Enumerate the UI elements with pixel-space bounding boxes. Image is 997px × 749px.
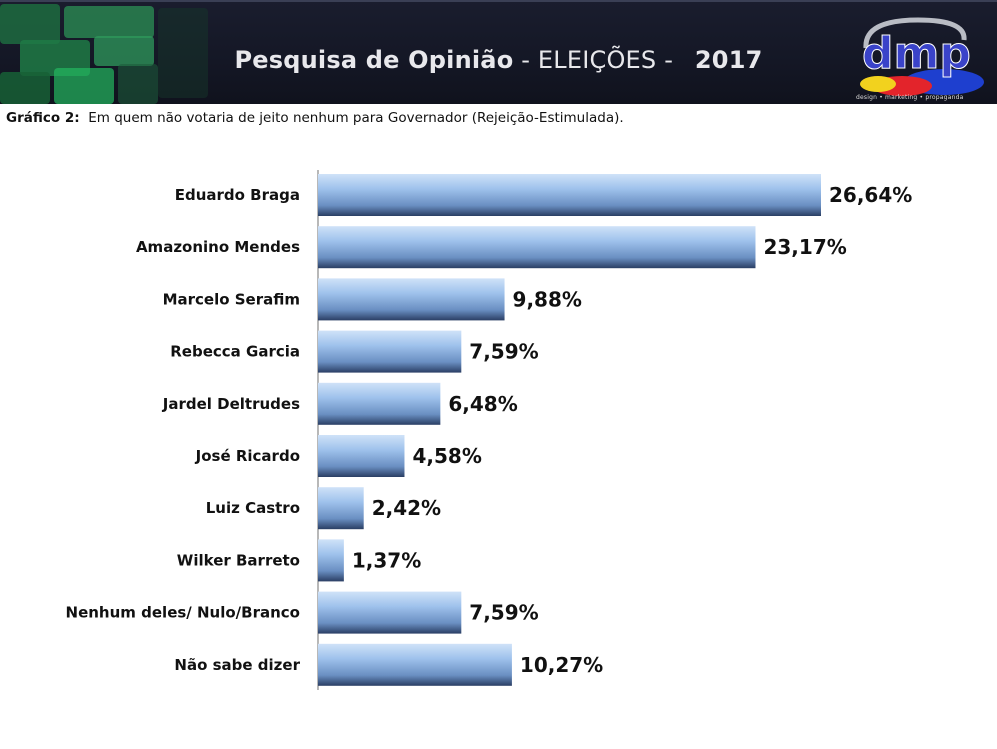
value-label: 7,59% <box>469 601 538 625</box>
bar-1 <box>318 226 756 269</box>
category-label: Marcelo Serafim <box>163 290 300 308</box>
category-label: Rebecca Garcia <box>170 343 300 361</box>
banner-decor-tile <box>54 68 114 104</box>
category-label: Amazonino Mendes <box>136 238 300 256</box>
header-banner: Pesquisa de Opinião - ELEIÇÕES - 2017 dm… <box>0 0 997 104</box>
logo-yellow-shape <box>860 76 896 92</box>
value-label: 10,27% <box>520 653 603 677</box>
bar-5 <box>318 435 405 477</box>
bar-2 <box>318 278 505 321</box>
value-label: 2,42% <box>372 496 441 520</box>
bar-3 <box>318 330 462 373</box>
title-separator-2: - <box>656 46 681 74</box>
category-label: José Ricardo <box>195 447 300 465</box>
banner-decor-tile <box>118 64 158 104</box>
banner-decor-tile <box>94 36 154 66</box>
logo-swoosh <box>863 17 967 49</box>
category-label: Eduardo Braga <box>175 186 300 204</box>
bar-8 <box>318 591 462 634</box>
value-label: 9,88% <box>513 287 582 311</box>
value-label: 7,59% <box>469 340 538 364</box>
category-label: Luiz Castro <box>206 499 300 517</box>
logo-tagline: design • marketing • propaganda <box>856 94 964 101</box>
bar-9 <box>318 643 512 686</box>
category-label: Wilker Barreto <box>177 551 300 569</box>
bar-4 <box>318 382 441 425</box>
logo-text: dmp <box>862 28 971 79</box>
banner-top-line <box>0 0 997 2</box>
category-label: Nenhum deles/ Nulo/Branco <box>66 604 300 622</box>
value-label: 4,58% <box>412 444 481 468</box>
chart-caption: Gráfico 2: Em quem não votaria de jeito … <box>6 110 624 126</box>
banner-decor-tile <box>0 72 50 104</box>
category-label: Não sabe dizer <box>174 656 300 674</box>
dmp-logo: dmp <box>860 17 984 96</box>
value-label: 23,17% <box>763 235 846 259</box>
title-year: 2017 <box>694 46 763 74</box>
banner-decor-tile <box>64 6 154 38</box>
caption-text: Em quem não votaria de jeito nenhum para… <box>88 110 624 126</box>
bar-6 <box>318 487 364 530</box>
page-title: Pesquisa de Opinião - ELEIÇÕES - 2017 <box>0 46 997 74</box>
value-label: 26,64% <box>829 183 912 207</box>
value-label: 1,37% <box>352 548 421 572</box>
caption-prefix: Gráfico 2: <box>6 110 80 126</box>
title-separator: - <box>513 46 538 74</box>
title-main: Pesquisa de Opinião <box>234 46 514 74</box>
title-elections: ELEIÇÕES <box>537 46 657 74</box>
bar-0 <box>318 174 821 216</box>
banner-decor-tile <box>0 4 60 44</box>
banner-decor-tile <box>158 8 208 98</box>
bar-7 <box>318 539 344 582</box>
value-label: 6,48% <box>448 392 517 416</box>
category-label: Jardel Deltrudes <box>162 395 300 413</box>
